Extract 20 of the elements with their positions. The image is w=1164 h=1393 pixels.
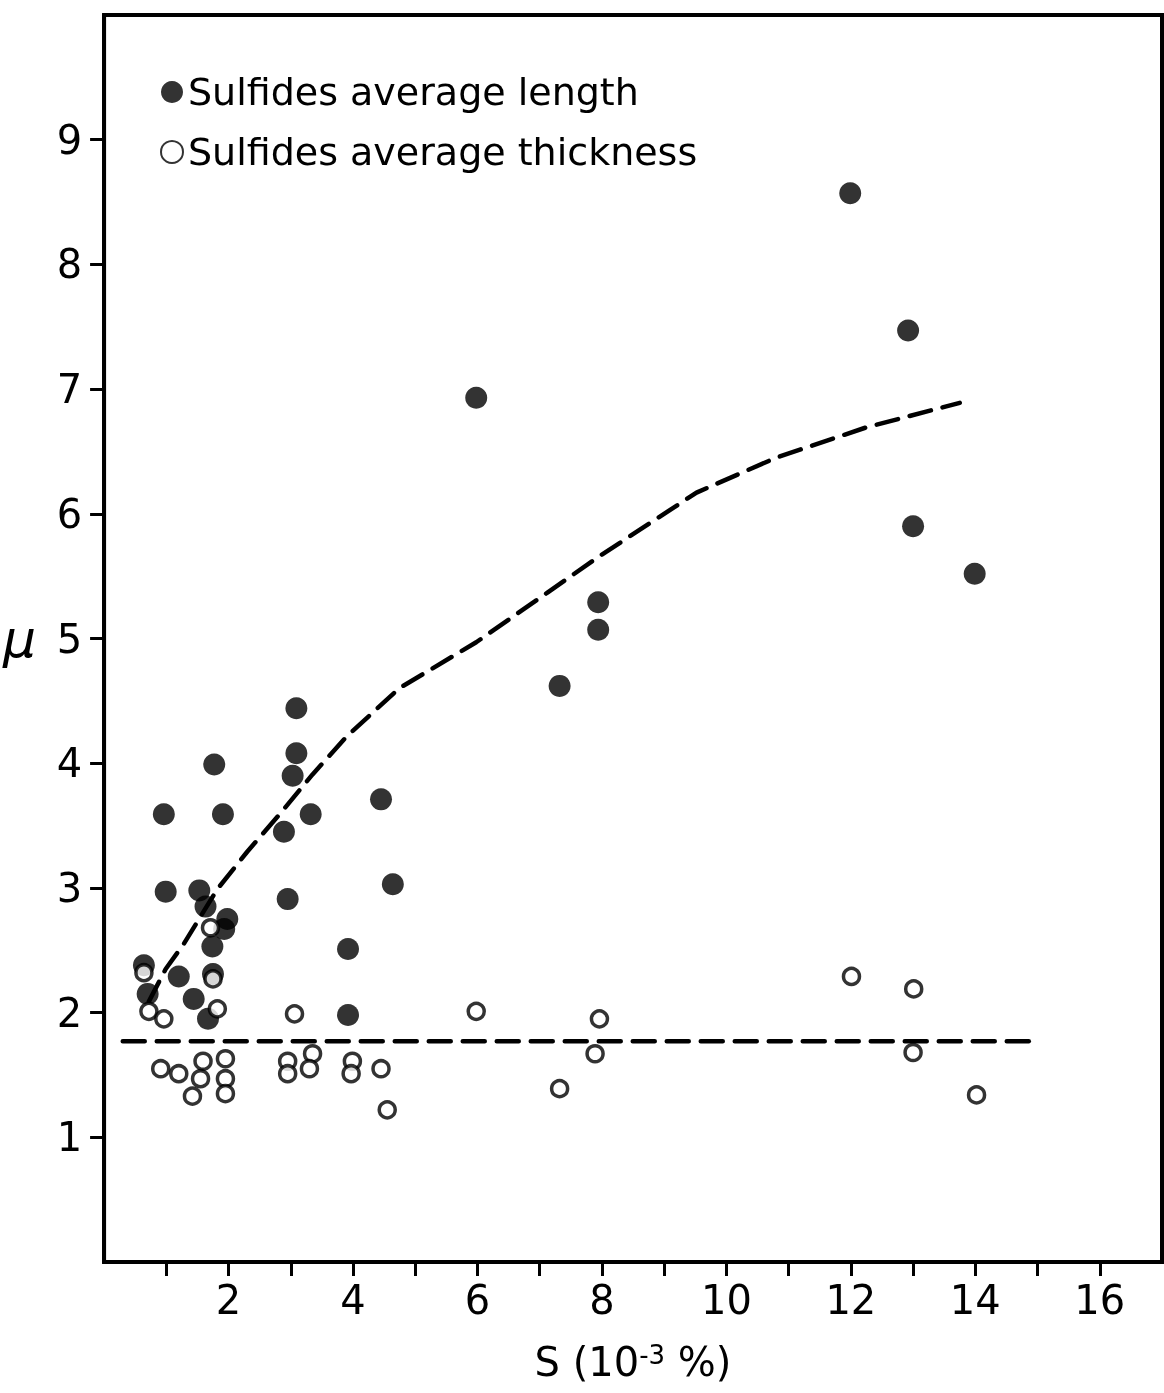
x-tick-label: 10	[700, 1277, 752, 1323]
legend-label: Sulfides average length	[188, 70, 639, 114]
y-axis-title: μ	[1, 608, 37, 669]
x-tick-label: 16	[1074, 1277, 1126, 1323]
x-tick-label: 8	[589, 1277, 615, 1323]
y-tick-label: 4	[56, 740, 83, 787]
y-tick-label: 5	[56, 615, 83, 662]
y-tick-label: 9	[56, 116, 83, 163]
x-tick-label: 12	[825, 1277, 877, 1323]
y-tick-label: 8	[56, 241, 83, 288]
y-tick-label: 3	[56, 864, 83, 911]
legend-label: Sulfides average thickness	[188, 130, 698, 174]
x-tick-label: 2	[215, 1277, 242, 1323]
y-tick-label: 1	[56, 1114, 83, 1161]
y-tick-label: 6	[56, 490, 83, 537]
x-tick-label: 14	[949, 1277, 1001, 1323]
y-tick-label: 2	[56, 989, 83, 1036]
x-tick-label: 6	[464, 1277, 491, 1323]
y-tick-label: 7	[56, 366, 83, 413]
x-tick-label: 4	[340, 1277, 366, 1323]
